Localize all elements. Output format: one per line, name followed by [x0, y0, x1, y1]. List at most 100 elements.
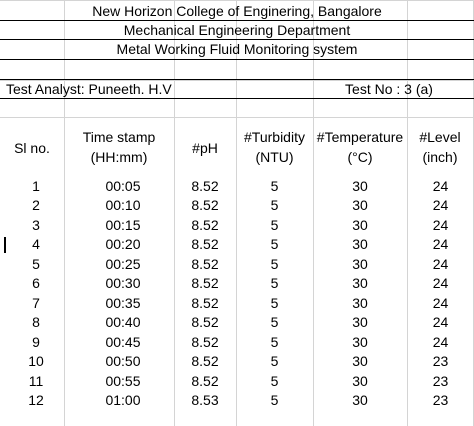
cell-sl-no[interactable]: 7 [32, 294, 40, 311]
cell-sl-no[interactable]: 5 [32, 255, 40, 272]
title-divider [0, 39, 474, 40]
cell-ph[interactable]: 8.52 [191, 216, 219, 233]
cell-temperature[interactable]: 30 [352, 275, 368, 292]
cell-cursor-marker [4, 237, 6, 253]
cell-level[interactable]: 23 [432, 372, 449, 389]
cell-turbidity[interactable]: 5 [270, 236, 279, 253]
data-table: 1 00:05 8.52 5 30 24 2 00:10 8.52 5 30 24 3 00:15 8.52… [0, 176, 474, 410]
cell-temperature[interactable]: 30 [352, 177, 368, 194]
cell-turbidity[interactable]: 5 [270, 255, 279, 272]
cell-ph[interactable]: 8.52 [191, 255, 219, 272]
header-line1: Sl no. [14, 139, 50, 156]
header-line2: (NTU) [255, 149, 294, 165]
cell-turbidity[interactable]: 5 [270, 216, 279, 233]
cell-time-stamp[interactable]: 00:45 [105, 333, 141, 350]
cell-temperature[interactable]: 30 [352, 197, 368, 214]
header-line1: #Turbidity [244, 129, 305, 145]
table-row: 1 00:05 8.52 5 30 24 [0, 176, 474, 196]
header-line2: (inch) [422, 149, 458, 165]
cell-sl-no[interactable]: 8 [32, 314, 40, 331]
header-time-stamp: Time stamp (HH:mm) [64, 126, 174, 168]
cell-sl-no[interactable]: 3 [32, 216, 40, 233]
cell-time-stamp[interactable]: 00:50 [105, 353, 141, 370]
table-row: 6 00:30 8.52 5 30 24 [0, 274, 474, 294]
cell-temperature[interactable]: 30 [352, 372, 368, 389]
cell-ph[interactable]: 8.52 [191, 236, 219, 253]
cell-level[interactable]: 24 [432, 236, 449, 253]
header-line1: #pH [192, 139, 218, 156]
cell-ph[interactable]: 8.52 [191, 314, 219, 331]
cell-sl-no[interactable]: 11 [28, 372, 44, 389]
cell-level[interactable]: 23 [432, 353, 449, 370]
table-row: 8 00:40 8.52 5 30 24 [0, 313, 474, 333]
cell-level[interactable]: 24 [432, 275, 449, 292]
cell-turbidity[interactable]: 5 [270, 314, 279, 331]
cell-time-stamp[interactable]: 00:55 [105, 372, 141, 389]
cell-temperature[interactable]: 30 [352, 216, 368, 233]
cell-turbidity[interactable]: 5 [270, 353, 279, 370]
cell-sl-no[interactable]: 6 [32, 275, 40, 292]
cell-turbidity[interactable]: 5 [270, 392, 279, 409]
cell-sl-no[interactable]: 2 [32, 197, 40, 214]
cell-sl-no[interactable]: 1 [32, 177, 40, 194]
cell-ph[interactable]: 8.52 [191, 333, 219, 350]
cell-turbidity[interactable]: 5 [270, 275, 279, 292]
cell-ph[interactable]: 8.52 [191, 275, 219, 292]
cell-ph[interactable]: 8.52 [191, 197, 219, 214]
cell-level[interactable]: 24 [432, 314, 449, 331]
cell-time-stamp[interactable]: 00:10 [105, 197, 141, 214]
cell-level[interactable]: 24 [432, 255, 449, 272]
cell-time-stamp[interactable]: 00:35 [105, 294, 141, 311]
cell-level[interactable]: 24 [432, 333, 449, 350]
header-temperature: #Temperature (°C) [313, 126, 407, 168]
cell-turbidity[interactable]: 5 [270, 294, 279, 311]
cell-level[interactable]: 23 [432, 392, 449, 409]
cell-time-stamp[interactable]: 00:05 [105, 177, 141, 194]
cell-temperature[interactable]: 30 [352, 236, 368, 253]
cell-temperature[interactable]: 30 [352, 333, 368, 350]
cell-sl-no[interactable]: 10 [28, 353, 44, 370]
title-divider [0, 59, 474, 60]
cell-turbidity[interactable]: 5 [270, 177, 279, 194]
header-line2: (HH:mm) [90, 149, 148, 165]
cell-ph[interactable]: 8.52 [191, 353, 219, 370]
table-row: 4 00:20 8.52 5 30 24 [0, 235, 474, 255]
table-row: 5 00:25 8.52 5 30 24 [0, 254, 474, 274]
cell-level[interactable]: 24 [432, 197, 449, 214]
cell-ph[interactable]: 8.52 [191, 372, 219, 389]
cell-temperature[interactable]: 30 [352, 294, 368, 311]
cell-turbidity[interactable]: 5 [270, 197, 279, 214]
cell-temperature[interactable]: 30 [352, 392, 368, 409]
header-sl-no: Sl no. [0, 128, 64, 168]
cell-ph[interactable]: 8.52 [191, 294, 219, 311]
cell-turbidity[interactable]: 5 [270, 333, 279, 350]
cell-level[interactable]: 24 [432, 177, 449, 194]
cell-time-stamp[interactable]: 00:40 [105, 314, 141, 331]
cell-sl-no[interactable]: 9 [32, 333, 40, 350]
cell-ph[interactable]: 8.52 [191, 177, 219, 194]
cell-turbidity[interactable]: 5 [270, 372, 279, 389]
cell-sl-no[interactable]: 4 [32, 236, 40, 253]
cell-level[interactable]: 24 [432, 216, 449, 233]
header-level: #Level (inch) [407, 126, 473, 168]
cell-ph[interactable]: 8.53 [191, 392, 219, 409]
test-number: Test No : 3 (a) [345, 80, 433, 97]
cell-temperature[interactable]: 30 [352, 314, 368, 331]
cell-level[interactable]: 24 [432, 294, 449, 311]
info-border-bottom [0, 98, 474, 99]
cell-temperature[interactable]: 30 [352, 255, 368, 272]
header-turbidity: #Turbidity (NTU) [236, 126, 313, 168]
table-row: 12 01:00 8.53 5 30 23 [0, 391, 474, 411]
cell-time-stamp[interactable]: 00:20 [105, 236, 141, 253]
table-row: 9 00:45 8.52 5 30 24 [0, 332, 474, 352]
title-divider [0, 20, 474, 21]
info-border-top [0, 79, 474, 80]
cell-time-stamp[interactable]: 00:30 [105, 275, 141, 292]
cell-time-stamp[interactable]: 01:00 [105, 392, 141, 409]
cell-temperature[interactable]: 30 [352, 353, 368, 370]
cell-time-stamp[interactable]: 00:15 [105, 216, 141, 233]
cell-sl-no[interactable]: 12 [28, 392, 44, 409]
test-analyst: Test Analyst: Puneeth. H.V [6, 80, 172, 97]
department-title: Mechanical Engineering Department [123, 21, 351, 38]
cell-time-stamp[interactable]: 00:25 [105, 255, 141, 272]
